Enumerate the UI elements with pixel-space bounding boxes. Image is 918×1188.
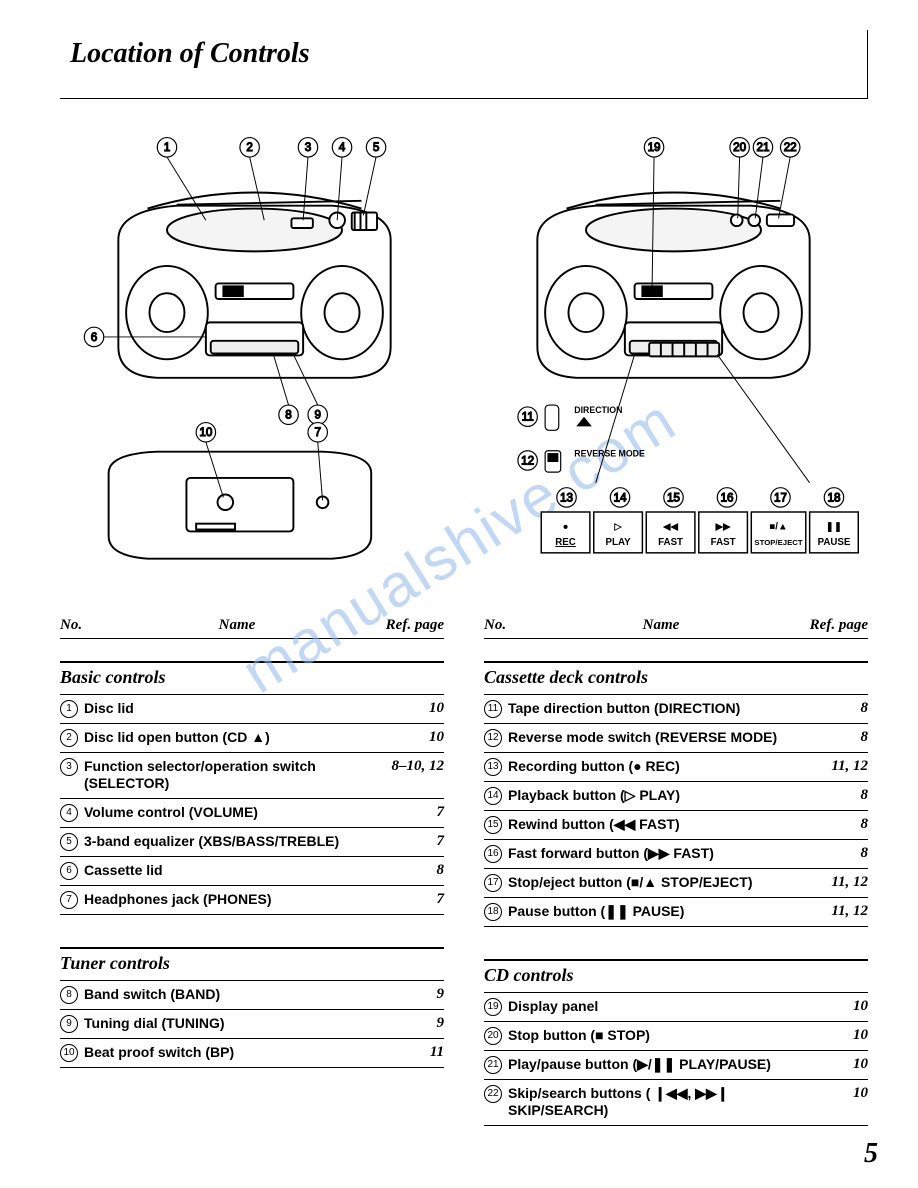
table-row: 13Recording button (● REC)11, 12 — [484, 753, 868, 782]
svg-text:●: ● — [563, 522, 569, 533]
section-basic: Basic controls — [60, 661, 444, 695]
svg-text:16: 16 — [721, 491, 734, 504]
svg-text:12: 12 — [521, 454, 534, 467]
svg-text:FAST: FAST — [711, 537, 736, 548]
table-row: 19Display panel10 — [484, 993, 868, 1022]
svg-text:18: 18 — [827, 491, 840, 504]
svg-text:21: 21 — [756, 141, 769, 154]
table-row: 9Tuning dial (TUNING)9 — [60, 1010, 444, 1039]
table-col-left: No. Name Ref. page Basic controls 1Disc … — [60, 615, 444, 1126]
page-title: Location of Controls — [70, 38, 310, 69]
table-row: 2Disc lid open button (CD ▲)10 — [60, 724, 444, 753]
diagram-left-svg: 1 2 3 4 5 6 — [60, 123, 449, 590]
svg-text:2: 2 — [246, 141, 252, 154]
table-row: 15Rewind button (◀◀ FAST)8 — [484, 811, 868, 840]
diagram-right-svg: 19 20 21 22 11 DIRECTIO — [479, 123, 868, 590]
svg-text:FAST: FAST — [658, 537, 683, 548]
table-row: 17Stop/eject button (■/▲ STOP/EJECT)11, … — [484, 869, 868, 898]
table-col-right: No. Name Ref. page Cassette deck control… — [484, 615, 868, 1126]
section-tuner: Tuner controls — [60, 947, 444, 981]
svg-text:17: 17 — [774, 491, 787, 504]
diagram-left: 1 2 3 4 5 6 — [60, 123, 449, 595]
svg-text:■/▲: ■/▲ — [769, 522, 787, 533]
table-row: 11Tape direction button (DIRECTION)8 — [484, 695, 868, 724]
table-row: 14Playback button (▷ PLAY)8 — [484, 782, 868, 811]
section-cassette: Cassette deck controls — [484, 661, 868, 695]
svg-text:20: 20 — [733, 141, 746, 154]
reverse-label: REVERSE MODE — [574, 449, 645, 459]
col-name: Name — [120, 617, 354, 634]
table-row: 7Headphones jack (PHONES)7 — [60, 886, 444, 915]
col-no: No. — [484, 617, 544, 634]
title-box: Location of Controls — [60, 30, 868, 99]
tables-area: No. Name Ref. page Basic controls 1Disc … — [60, 615, 868, 1126]
table-row: 1Disc lid10 — [60, 695, 444, 724]
svg-text:STOP/EJECT: STOP/EJECT — [754, 538, 802, 547]
table-row: 22Skip/search buttons ( ❙◀◀, ▶▶❙ SKIP/SE… — [484, 1080, 868, 1126]
svg-text:15: 15 — [667, 491, 680, 504]
table-row: 6Cassette lid8 — [60, 857, 444, 886]
col-no: No. — [60, 617, 120, 634]
svg-text:REC: REC — [555, 537, 576, 548]
diagram-area: 1 2 3 4 5 6 — [60, 123, 868, 595]
col-ref: Ref. page — [778, 617, 868, 634]
svg-text:PLAY: PLAY — [606, 537, 632, 548]
table-header: No. Name Ref. page — [60, 615, 444, 639]
diagram-right: 19 20 21 22 11 DIRECTIO — [479, 123, 868, 595]
table-row: 8Band switch (BAND)9 — [60, 981, 444, 1010]
table-row: 16Fast forward button (▶▶ FAST)8 — [484, 840, 868, 869]
svg-text:9: 9 — [314, 409, 320, 422]
svg-text:PAUSE: PAUSE — [818, 537, 851, 548]
table-row: 18Pause button (❚❚ PAUSE)11, 12 — [484, 898, 868, 927]
svg-text:14: 14 — [614, 491, 627, 504]
svg-text:13: 13 — [560, 491, 573, 504]
table-row: 4Volume control (VOLUME)7 — [60, 799, 444, 828]
table-row: 53-band equalizer (XBS/BASS/TREBLE)7 — [60, 828, 444, 857]
table-row: 12Reverse mode switch (REVERSE MODE)8 — [484, 724, 868, 753]
svg-text:7: 7 — [314, 426, 320, 439]
svg-text:1: 1 — [164, 141, 170, 154]
svg-text:8: 8 — [285, 409, 291, 422]
svg-text:❚❚: ❚❚ — [826, 522, 842, 533]
page-number: 5 — [864, 1138, 878, 1170]
col-name: Name — [544, 617, 778, 634]
manual-page: Location of Controls manualshive.com — [0, 0, 918, 1188]
table-row: 3Function selector/operation switch (SEL… — [60, 753, 444, 799]
section-cd: CD controls — [484, 959, 868, 993]
table-row: 10Beat proof switch (BP)11 — [60, 1039, 444, 1068]
svg-text:22: 22 — [784, 141, 797, 154]
table-header: No. Name Ref. page — [484, 615, 868, 639]
svg-text:▶▶: ▶▶ — [715, 522, 732, 533]
svg-text:10: 10 — [199, 426, 212, 439]
direction-label: DIRECTION — [574, 405, 622, 415]
svg-text:19: 19 — [648, 141, 661, 154]
svg-text:◀◀: ◀◀ — [662, 522, 678, 533]
svg-text:4: 4 — [339, 141, 346, 154]
table-row: 20Stop button (■ STOP)10 — [484, 1022, 868, 1051]
table-row: 21Play/pause button (▶/❚❚ PLAY/PAUSE)10 — [484, 1051, 868, 1080]
svg-text:6: 6 — [91, 331, 97, 344]
col-ref: Ref. page — [354, 617, 444, 634]
svg-text:3: 3 — [305, 141, 311, 154]
svg-text:5: 5 — [373, 141, 379, 154]
svg-text:11: 11 — [522, 411, 534, 424]
